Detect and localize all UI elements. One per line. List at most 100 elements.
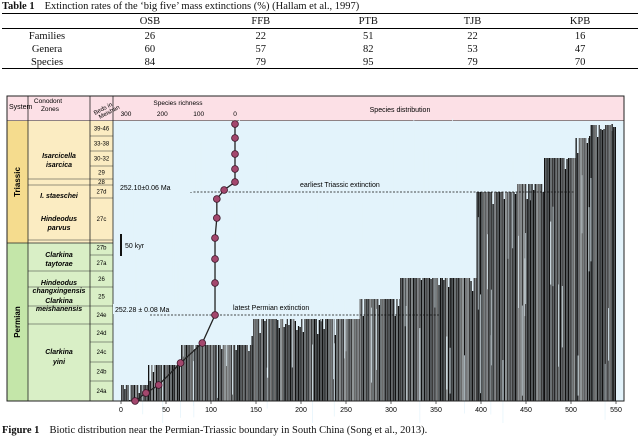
table-caption: Table 1 Extinction rates of the ‘big five… bbox=[2, 1, 359, 12]
species-range-bar bbox=[152, 372, 155, 401]
table-header-cell: TJB bbox=[422, 13, 523, 29]
row-label: Genera bbox=[31, 43, 63, 55]
range-gap bbox=[162, 359, 164, 423]
species-range-bar bbox=[556, 158, 559, 401]
range-gap bbox=[283, 245, 284, 291]
bed-label: 27b bbox=[96, 246, 107, 252]
range-gap bbox=[449, 347, 451, 394]
zone-label: Hindeodus bbox=[41, 280, 77, 287]
richness-point bbox=[231, 120, 239, 128]
species-range-bar bbox=[511, 192, 513, 401]
range-gap bbox=[200, 151, 201, 241]
x-tick-label: 350 bbox=[430, 407, 442, 414]
table-title: Extinction rates of the ‘big five’ mass … bbox=[44, 1, 360, 12]
species-range-bar bbox=[391, 299, 393, 401]
range-gap bbox=[226, 317, 227, 367]
species-range-bar bbox=[176, 365, 179, 401]
species-range-bar bbox=[541, 184, 543, 401]
species-range-bar bbox=[214, 345, 216, 401]
richness-point bbox=[211, 279, 219, 287]
range-gap bbox=[413, 118, 415, 173]
richness-axis: 300 200 100 0 bbox=[121, 111, 238, 118]
zone-label: Clarkina bbox=[45, 298, 73, 305]
species-range-bar bbox=[385, 299, 387, 401]
species-range-bar bbox=[593, 125, 596, 401]
species-range-bar bbox=[273, 319, 276, 401]
species-range-bar bbox=[386, 299, 388, 401]
table-header-cell: OSB bbox=[92, 13, 208, 29]
species-range-bar bbox=[248, 351, 250, 401]
zones-header: Zones bbox=[41, 106, 60, 113]
range-gap bbox=[182, 277, 184, 357]
richness-point bbox=[213, 214, 221, 222]
species-range-bar bbox=[547, 158, 549, 401]
species-range-bar bbox=[321, 319, 324, 401]
species-range-bar bbox=[337, 319, 340, 401]
permian-zone-column bbox=[28, 243, 90, 401]
species-range-bar bbox=[365, 299, 368, 401]
species-range-bar bbox=[189, 345, 191, 401]
species-range-bar bbox=[208, 345, 210, 401]
species-range-bar bbox=[275, 319, 277, 401]
species-range-bar bbox=[457, 278, 459, 401]
richness-point bbox=[211, 234, 219, 242]
species-range-bar bbox=[521, 184, 524, 401]
species-range-bar bbox=[301, 319, 303, 401]
bed-label: 24d bbox=[96, 331, 106, 337]
species-range-bar bbox=[233, 345, 236, 401]
range-gap bbox=[507, 181, 509, 259]
species-range-bar bbox=[280, 319, 282, 401]
permian-system-cell bbox=[7, 243, 28, 401]
range-gap bbox=[193, 361, 194, 407]
range-gap bbox=[529, 135, 531, 201]
species-range-bar bbox=[572, 158, 575, 401]
species-range-bar bbox=[529, 184, 532, 401]
range-gap bbox=[588, 207, 590, 272]
range-gap bbox=[320, 243, 322, 322]
richness-point bbox=[211, 311, 219, 319]
species-range-bar bbox=[603, 129, 605, 401]
table-label: Table 1 bbox=[2, 1, 35, 12]
species-range-bar bbox=[411, 278, 413, 401]
species-range-bar bbox=[278, 328, 280, 401]
x-tick-label: 0 bbox=[119, 407, 123, 414]
species-range-bar bbox=[539, 184, 541, 401]
species-range-bar bbox=[350, 319, 352, 401]
range-gap bbox=[461, 162, 462, 207]
range-gap bbox=[193, 345, 195, 418]
range-gap bbox=[446, 336, 448, 390]
range-gap bbox=[518, 235, 519, 308]
species-range-bar bbox=[440, 278, 442, 401]
label-triassic-extinction: earliest Triassic extinction bbox=[300, 182, 380, 189]
species-range-bar bbox=[165, 365, 167, 401]
zone-label: parvus bbox=[47, 225, 71, 232]
range-gap bbox=[521, 305, 523, 396]
x-tick-label: 100 bbox=[205, 407, 217, 414]
species-range-bar bbox=[560, 158, 562, 401]
richness-tick-label: 100 bbox=[193, 111, 204, 118]
species-range-bar bbox=[592, 125, 594, 401]
species-range-bar bbox=[568, 158, 570, 401]
zone-label: I. staeschei bbox=[40, 193, 79, 200]
x-tick-label: 250 bbox=[340, 407, 352, 414]
range-gap bbox=[376, 308, 377, 370]
range-gap bbox=[344, 299, 345, 359]
species-range-bar bbox=[264, 321, 266, 401]
bed-label: 27a bbox=[96, 261, 107, 267]
richness-tick-label: 300 bbox=[121, 111, 132, 118]
species-range-bar bbox=[435, 278, 437, 401]
species-range-bar bbox=[609, 125, 612, 401]
range-gap bbox=[404, 265, 406, 327]
species-range-bar bbox=[187, 345, 189, 401]
range-gap bbox=[128, 150, 129, 211]
table-cell: 22 bbox=[255, 30, 267, 42]
species-range-bar bbox=[175, 365, 177, 401]
range-gap bbox=[433, 140, 434, 208]
species-range-bar bbox=[125, 385, 128, 401]
range-gap bbox=[123, 141, 125, 221]
species-range-bar bbox=[443, 280, 445, 401]
richness-tick-label: 200 bbox=[157, 111, 168, 118]
range-gap bbox=[291, 293, 293, 368]
table-cell: 57 bbox=[255, 43, 267, 55]
species-range-bar bbox=[503, 199, 505, 401]
